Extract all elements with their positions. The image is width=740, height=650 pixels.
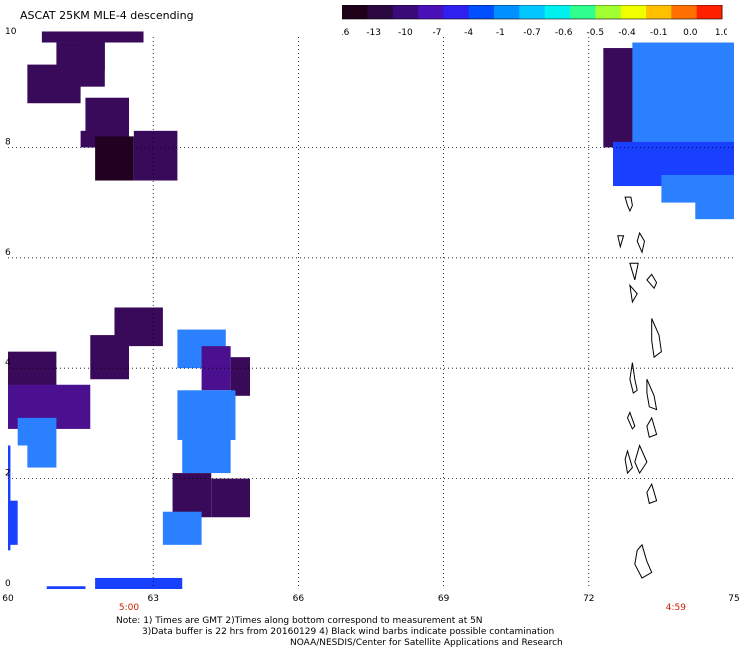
note-line-1: Note: 1) Times are GMT 2)Times along bot…: [116, 616, 483, 626]
maldives-coastline-icon: [617, 196, 662, 579]
colorbar-swatch: [646, 5, 672, 19]
colorbar-tick-label: 0.0: [683, 28, 698, 38]
swath-cell: [46, 586, 86, 589]
longitude-labels: 60 63 66 69 72 75: [2, 594, 739, 604]
latitude-label: 0: [5, 579, 11, 589]
latitude-label: 10: [5, 27, 17, 37]
colorbar-swatch: [494, 5, 520, 19]
atoll-outline: [624, 449, 633, 475]
swath-cell: [90, 335, 129, 380]
longitude-label: 66: [293, 594, 305, 604]
swath-cell: [133, 130, 178, 181]
lat-lon-grid: [8, 37, 734, 589]
atoll-outline: [629, 362, 638, 394]
colorbar-tick-labels: -16 -13 -10 -7 -4 -1 -0.7 -0.6 -0.5 -0.4 -0.1 0.0 1.…: [342, 28, 727, 38]
swath-cell: [661, 175, 701, 203]
atoll-outline: [617, 235, 625, 249]
swath-cell: [172, 473, 212, 518]
colorbar-tick-label: 1.0: [715, 28, 727, 38]
atoll-outline: [646, 379, 658, 411]
map-plot: 60 63 66 69 72 75 0 2 4 6 8 10 5:00 4:59: [2, 27, 739, 613]
colorbar-tick-label: -10: [398, 28, 413, 38]
colorbar-tick-label: -0.1: [650, 28, 668, 38]
atoll-outline: [634, 543, 653, 579]
colorbar-swatch: [544, 5, 571, 19]
latitude-label: 8: [5, 137, 11, 147]
colorbar-swatch: [620, 5, 647, 19]
atoll-outline: [629, 283, 638, 304]
swath-cell: [230, 357, 250, 396]
swath-cell: [27, 64, 81, 104]
swath-cell: [182, 434, 231, 474]
latitude-label: 4: [5, 358, 11, 368]
colorbar-tick-label: -0.5: [587, 28, 605, 38]
atoll-outline: [636, 231, 646, 254]
time-labels: 5:00 4:59: [119, 603, 686, 613]
longitude-label: 60: [2, 594, 14, 604]
swath-cell: [80, 42, 105, 71]
note-line-2: 3)Data buffer is 22 hrs from 20160129 4)…: [142, 627, 555, 637]
colorbar-tick-label: -0.4: [618, 28, 636, 38]
atoll-outline: [634, 444, 648, 475]
scatterometer-swaths: [8, 31, 734, 589]
swath-cell: [603, 48, 638, 148]
swath-cell: [8, 351, 57, 391]
colorbar-swatch: [392, 5, 419, 19]
swath-cell: [8, 445, 11, 551]
colorbar-tick-label: -16: [342, 28, 350, 38]
colorbar-tick-label: -13: [366, 28, 381, 38]
atoll-outline: [646, 273, 658, 290]
time-label: 4:59: [666, 603, 686, 613]
latitude-labels: 0 2 4 6 8 10: [5, 27, 17, 589]
colorbar-swatch: [443, 5, 470, 19]
atoll-outline: [646, 482, 658, 505]
colorbar-tick-label: -1: [496, 28, 505, 38]
atoll-outline: [646, 416, 658, 438]
swath-cell: [177, 390, 236, 440]
colorbar-swatch: [418, 5, 444, 19]
colorbar-swatch: [367, 5, 394, 19]
atoll-outline: [629, 262, 639, 281]
time-label: 5:00: [119, 603, 139, 613]
swath-cell: [8, 500, 18, 545]
latitude-label: 6: [5, 248, 11, 258]
colorbar: -16 -13 -10 -7 -4 -1 -0.7 -0.6 -0.5 -0.4 -0.1 0.0 1.…: [342, 5, 727, 38]
colorbar-frame: [342, 5, 723, 20]
note-line-3: NOAA/NESDIS/Center for Satellite Applica…: [290, 638, 563, 648]
chart-title: ASCAT 25KM MLE-4 descending: [20, 9, 194, 22]
atoll-outline: [626, 411, 636, 430]
atoll-outline: [651, 318, 662, 359]
colorbar-swatch: [519, 5, 546, 19]
longitude-label: 63: [147, 594, 158, 604]
swath-cell: [162, 511, 202, 545]
swath-cell: [17, 417, 57, 446]
longitude-label: 75: [728, 594, 739, 604]
colorbar-swatch: [570, 5, 596, 19]
colorbar-swatch: [671, 5, 698, 19]
swath-cell: [41, 31, 144, 43]
longitude-label: 72: [583, 594, 594, 604]
longitude-label: 69: [438, 594, 450, 604]
swath-cell: [695, 175, 734, 220]
colorbar-swatch: [468, 5, 495, 19]
colorbar-tick-label: -0.6: [555, 28, 573, 38]
colorbar-swatch: [696, 5, 723, 19]
colorbar-swatch: [342, 5, 368, 19]
swath-cell: [211, 478, 250, 518]
latitude-label: 2: [5, 469, 11, 479]
colorbar-swatches: [342, 5, 723, 20]
colorbar-tick-label: -4: [464, 28, 473, 38]
swath-cell: [95, 577, 183, 589]
swath-cell: [632, 42, 734, 148]
colorbar-tick-label: -0.7: [523, 28, 541, 38]
colorbar-swatch: [595, 5, 622, 19]
colorbar-tick-label: -7: [433, 28, 442, 38]
swath-cell: [95, 136, 134, 181]
atoll-outline: [624, 196, 633, 213]
swath-cell: [27, 445, 57, 468]
